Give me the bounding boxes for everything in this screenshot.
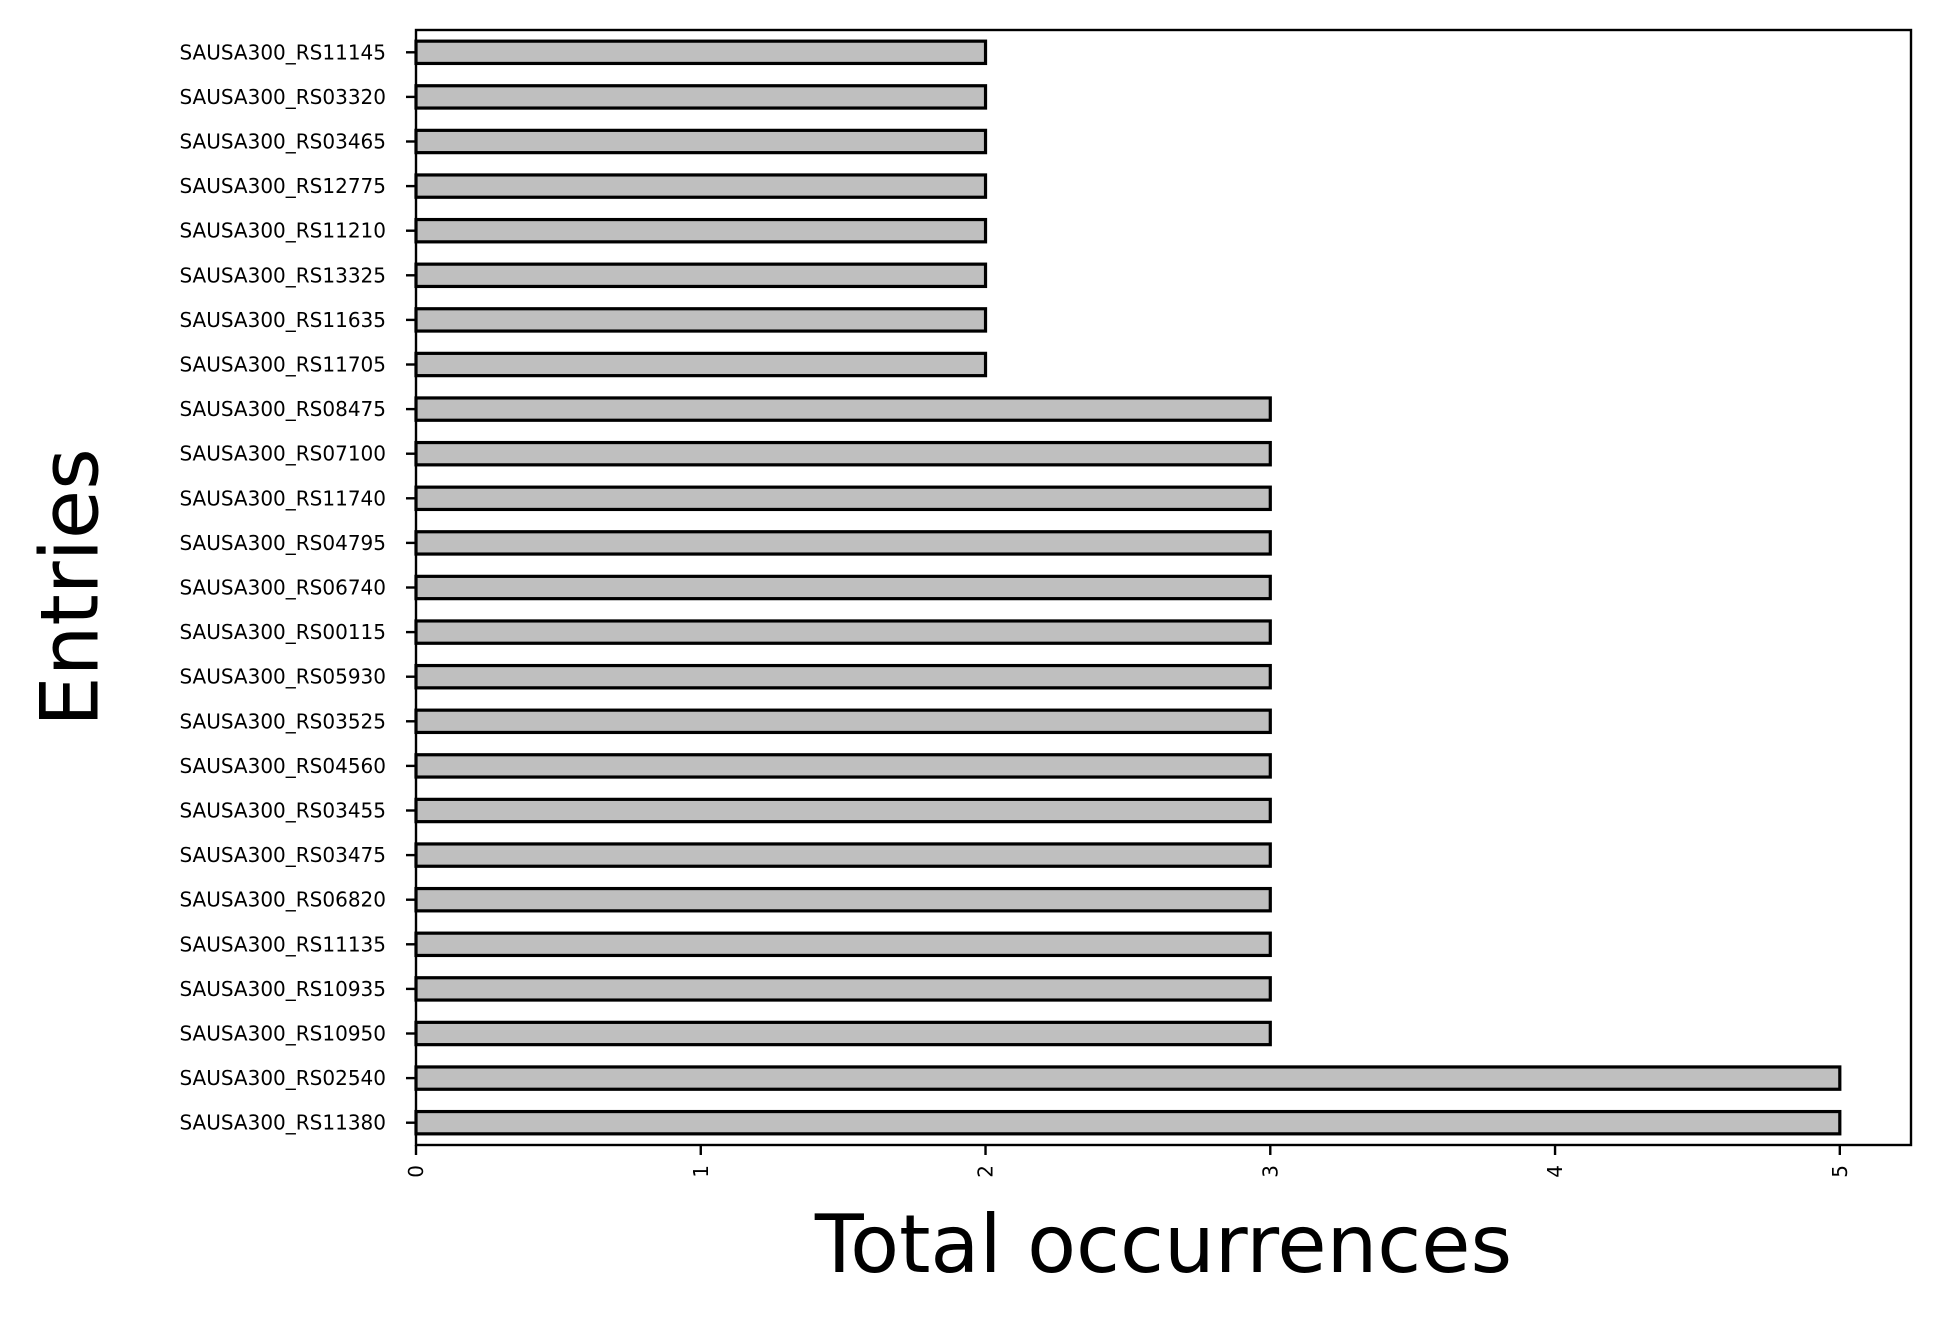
bar-SAUSA300_RS00115 [414, 619, 1272, 645]
bar-SAUSA300_RS11705 [414, 351, 988, 378]
y-tick-label: SAUSA300_RS03525 [179, 709, 386, 733]
y-tick-label: SAUSA300_RS04560 [179, 754, 386, 778]
y-axis-title: Entries [24, 448, 117, 727]
bar-SAUSA300_RS12775 [414, 173, 988, 199]
x-tick-label: 1 [689, 1165, 713, 1178]
y-tick-label: SAUSA300_RS03320 [179, 85, 386, 109]
y-tick-label: SAUSA300_RS11740 [179, 486, 386, 510]
bar-SAUSA300_RS08475 [414, 396, 1272, 422]
y-tick-label: SAUSA300_RS11135 [179, 932, 386, 956]
bar-SAUSA300_RS11380 [414, 1109, 1842, 1136]
bar-SAUSA300_RS11145 [414, 39, 988, 66]
bar-SAUSA300_RS04560 [414, 753, 1272, 779]
y-tick-label: SAUSA300_RS04795 [179, 531, 386, 555]
y-tick-label: SAUSA300_RS00115 [179, 620, 386, 644]
y-tick-label: SAUSA300_RS11145 [179, 40, 386, 64]
y-tick-label: SAUSA300_RS10950 [179, 1022, 386, 1046]
x-axis-title: Total occurrences [814, 1198, 1512, 1291]
plot-frame [414, 28, 1913, 1147]
x-axis-ticks: 0 1 2 3 4 5 [404, 1145, 1852, 1178]
bar-SAUSA300_RS03455 [414, 797, 1272, 824]
bar-SAUSA300_RS02540 [414, 1065, 1842, 1091]
bar-SAUSA300_RS11210 [414, 217, 988, 244]
y-tick-label: SAUSA300_RS05930 [179, 665, 386, 689]
y-tick-label: SAUSA300_RS08475 [179, 397, 386, 421]
y-tick-label: SAUSA300_RS11705 [179, 353, 386, 377]
bar-SAUSA300_RS04795 [414, 530, 1272, 556]
bar-SAUSA300_RS10935 [414, 976, 1272, 1002]
y-tick-label: SAUSA300_RS07100 [179, 442, 386, 466]
y-tick-label: SAUSA300_RS13325 [179, 263, 386, 287]
y-tick-label: SAUSA300_RS02540 [179, 1066, 386, 1090]
bar-SAUSA300_RS13325 [414, 262, 988, 289]
x-tick-label: 2 [974, 1165, 998, 1178]
bar-SAUSA300_RS07100 [414, 440, 1272, 467]
bar-SAUSA300_RS03320 [414, 84, 988, 110]
x-tick-label: 0 [404, 1165, 428, 1178]
x-tick-label: 3 [1258, 1165, 1282, 1178]
y-axis-ticks: SAUSA300_RS11145 SAUSA300_RS03320 SAUSA300… [179, 40, 416, 1135]
y-tick-label: SAUSA300_RS06820 [179, 888, 386, 912]
y-tick-label: SAUSA300_RS11635 [179, 308, 386, 332]
bar-SAUSA300_RS05930 [414, 663, 1272, 690]
bars-layer [414, 39, 1842, 1136]
bar-SAUSA300_RS11635 [414, 307, 988, 333]
y-tick-label: SAUSA300_RS11380 [179, 1111, 386, 1135]
bar-SAUSA300_RS03475 [414, 842, 1272, 868]
y-tick-label: SAUSA300_RS12775 [179, 174, 386, 198]
bar-SAUSA300_RS11135 [414, 931, 1272, 958]
x-tick-label: 5 [1828, 1165, 1852, 1178]
y-tick-label: SAUSA300_RS03465 [179, 130, 386, 154]
bar-SAUSA300_RS03465 [414, 128, 988, 155]
y-tick-label: SAUSA300_RS10935 [179, 977, 386, 1001]
y-tick-label: SAUSA300_RS03475 [179, 843, 386, 867]
bar-SAUSA300_RS06740 [414, 574, 1272, 601]
bar-SAUSA300_RS03525 [414, 708, 1272, 735]
y-tick-label: SAUSA300_RS03455 [179, 799, 386, 823]
x-tick-label: 4 [1543, 1165, 1567, 1178]
y-tick-label: SAUSA300_RS11210 [179, 219, 386, 243]
bar-SAUSA300_RS11740 [414, 485, 1272, 512]
y-tick-label: SAUSA300_RS06740 [179, 576, 386, 600]
bar-SAUSA300_RS10950 [414, 1020, 1272, 1047]
bar-SAUSA300_RS06820 [414, 886, 1272, 913]
